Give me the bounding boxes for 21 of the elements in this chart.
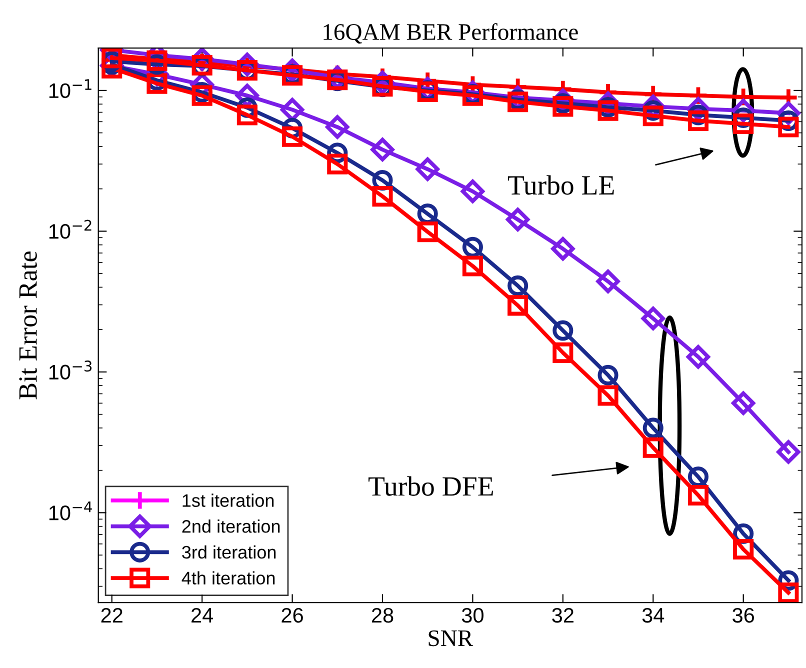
x-tick-label: 24: [192, 608, 214, 622]
legend-label: 3rd iteration: [182, 545, 276, 559]
legend-label: 1st iteration: [182, 494, 274, 507]
y-tick-label: 10$^{−4}$: [49, 502, 92, 520]
y-tick-label: 10$^{−3}$: [49, 360, 92, 380]
x-tick-label: 26: [282, 608, 303, 623]
y-axis-title: Bit Error Rate: [19, 251, 37, 400]
legend-label: 2nd iteration: [182, 520, 280, 533]
chart-title: 16QAM BER Performance: [324, 23, 578, 44]
y-tick-label: 10$^{−2}$: [49, 220, 92, 239]
y-tick-label: 10$^{−1}$: [49, 79, 92, 98]
annotation: Turbo LE: [508, 175, 614, 195]
x-tick-label: 32: [552, 608, 574, 623]
x-axis-title: SNR: [428, 630, 474, 646]
x-tick-label: 36: [732, 608, 754, 623]
x-tick-label: 30: [462, 608, 484, 623]
x-tick-label: 34: [642, 608, 664, 623]
x-tick-label: 28: [372, 608, 394, 623]
x-tick-label: 22: [101, 608, 122, 622]
legend-label: 4th iteration: [182, 571, 275, 585]
annotation: Turbo DFE: [368, 476, 493, 496]
